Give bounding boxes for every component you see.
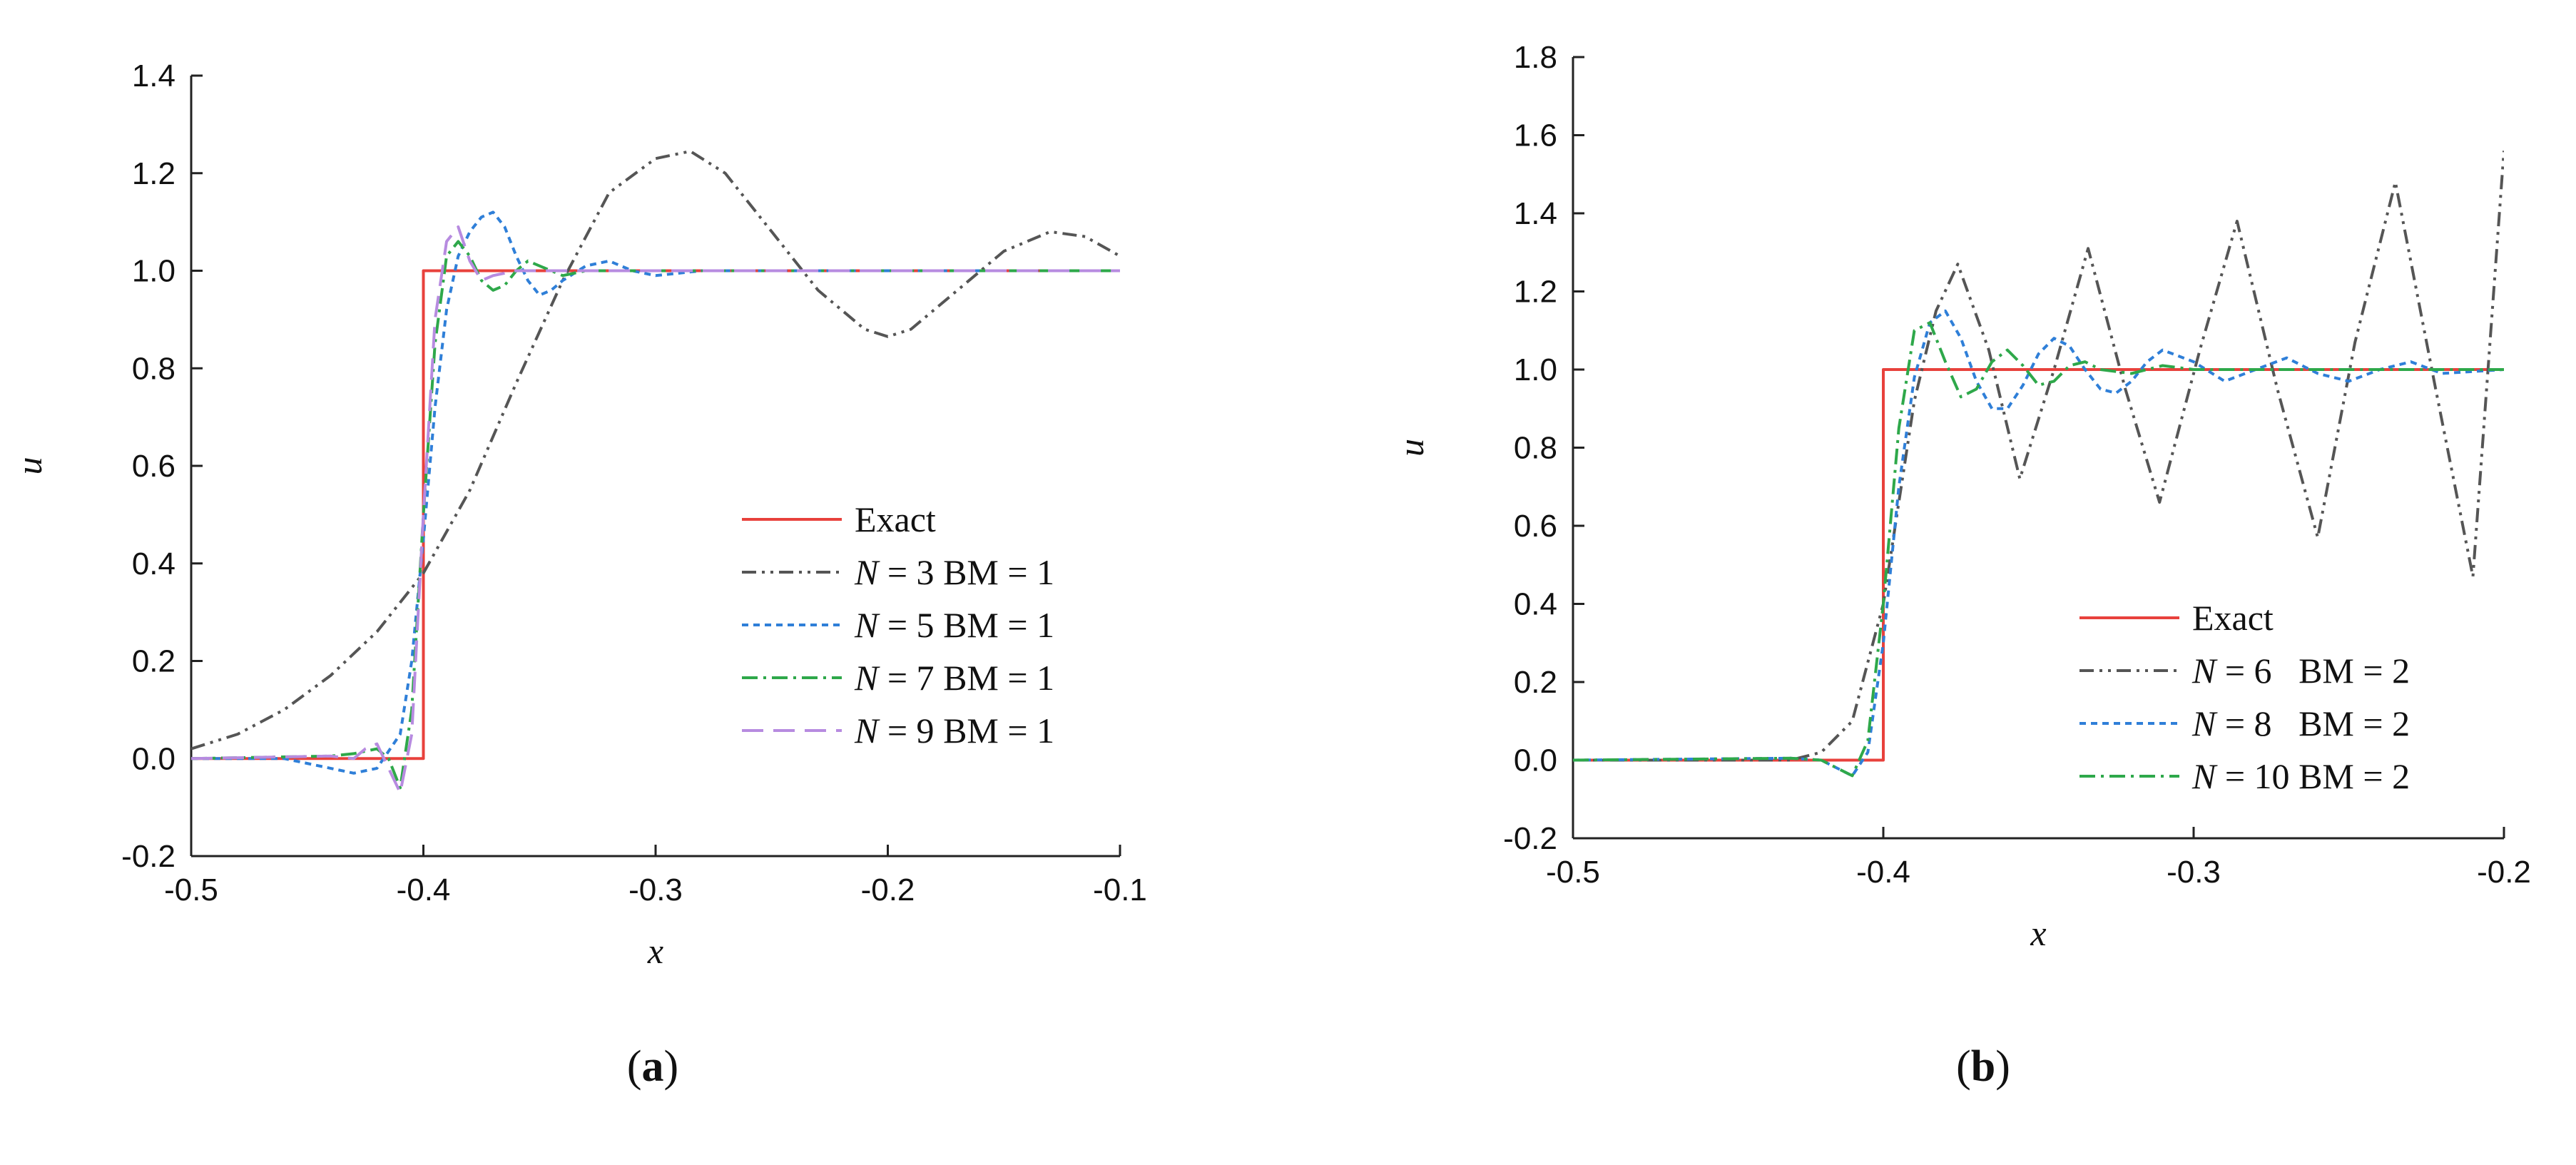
legend-text: BM = 2 [2298, 756, 2410, 796]
legend-entry: Exact [855, 499, 936, 539]
panel-label: (a) [627, 1042, 678, 1091]
y-tick-label: 1.2 [132, 156, 175, 191]
legend-var: N [854, 658, 880, 698]
y-tick-label: 0.8 [132, 351, 175, 386]
legend-text: BM = 2 [2298, 651, 2410, 691]
x-axis-label: x [2030, 913, 2046, 953]
legend-text: BM = 1 [943, 711, 1054, 751]
series-line-2 [191, 210, 1120, 775]
legend-entry: N = 6 BM = 2 [2191, 651, 2410, 691]
y-tick-label: 0.2 [132, 644, 175, 679]
series-line-4 [191, 225, 1120, 795]
x-tick-label: -0.5 [164, 873, 218, 907]
y-tick-label: 1.4 [1514, 196, 1557, 231]
chart-panel-a: -0.2 0.0 0.2 0.4 0.6 0.8 1.0 1.2 1.4 -0.5 -0.4 -0.3… [9, 58, 1147, 1091]
y-tick-label: 1.0 [1514, 352, 1557, 387]
x-axis-label: x [647, 931, 663, 971]
y-tick-label: 0.6 [1514, 509, 1557, 544]
y-tick-label: 0.2 [1514, 665, 1557, 700]
legend-entry: N = 8 BM = 2 [2191, 703, 2410, 743]
x-tick-label: -0.2 [861, 873, 915, 907]
x-tick-label: -0.3 [2167, 855, 2221, 890]
y-tick-label: 1.6 [1514, 118, 1557, 153]
y-tick-label: 0.6 [132, 449, 175, 484]
legend-text: BM = 1 [943, 658, 1054, 698]
legend-var: N [2191, 703, 2218, 743]
x-tick-label: -0.4 [1856, 855, 1910, 890]
legend-text: Exact [855, 499, 936, 539]
y-tick-label: 0.4 [1514, 587, 1557, 622]
legend-eq: = 10 [2216, 756, 2298, 796]
legend-entry: N = 3 BM = 1 [854, 552, 1054, 592]
x-tick-label: -0.5 [1546, 855, 1600, 890]
legend-text: BM = 1 [943, 605, 1054, 645]
y-tick-label: 0.4 [132, 546, 175, 581]
y-axis-label: u [9, 457, 49, 475]
legend-var: N [854, 552, 880, 592]
y-axis-label: u [1391, 439, 1431, 457]
series-line-2 [1573, 309, 2504, 778]
panel-label: (b) [1956, 1042, 2010, 1091]
series-line-1 [191, 150, 1120, 751]
legend-var: N [2191, 651, 2218, 691]
y-tick-label: -0.2 [121, 839, 175, 874]
y-tick-label: -0.2 [1503, 821, 1557, 856]
legend-var: N [854, 711, 880, 751]
legend-entry: Exact [2192, 598, 2274, 638]
x-tick-label: -0.3 [628, 873, 683, 907]
legend-entry: N = 5 BM = 1 [854, 605, 1054, 645]
x-tick-label: -0.1 [1093, 873, 1147, 907]
y-tick-label: 1.0 [132, 254, 175, 289]
y-tick-label: 0.0 [1514, 743, 1557, 778]
legend-entry: N = 7 BM = 1 [854, 658, 1054, 698]
legend-eq: = 7 [878, 658, 943, 698]
y-tick-label: 1.4 [132, 58, 175, 93]
legend-var: N [854, 605, 880, 645]
x-tick-label: -0.4 [397, 873, 451, 907]
y-tick-label: 1.8 [1514, 40, 1557, 75]
legend-text: BM = 2 [2298, 703, 2410, 743]
legend-entry: N = 9 BM = 1 [854, 711, 1054, 751]
legend-var: N [2191, 756, 2218, 796]
y-tick-label: 1.2 [1514, 275, 1557, 310]
legend-eq: = 8 [2216, 703, 2298, 743]
x-tick-label: -0.2 [2477, 855, 2531, 890]
y-tick-label: 0.8 [1514, 431, 1557, 466]
legend-eq: = 5 [878, 605, 943, 645]
legend-text: BM = 1 [943, 552, 1054, 592]
legend-eq: = 3 [878, 552, 943, 592]
series-line-1 [1573, 151, 2504, 762]
series-line-3 [191, 240, 1120, 790]
series-line-0 [1573, 368, 2504, 762]
legend-eq: = 6 [2216, 651, 2298, 691]
legend-eq: = 9 [878, 711, 943, 751]
chart-panel-b: -0.20.00.20.40.60.81.01.21.41.61.8-0.5 -0… [1391, 40, 2531, 1091]
legend-text: Exact [2192, 598, 2274, 638]
y-tick-label: 0.0 [132, 741, 175, 776]
legend-entry: N = 10 BM = 2 [2191, 756, 2410, 796]
